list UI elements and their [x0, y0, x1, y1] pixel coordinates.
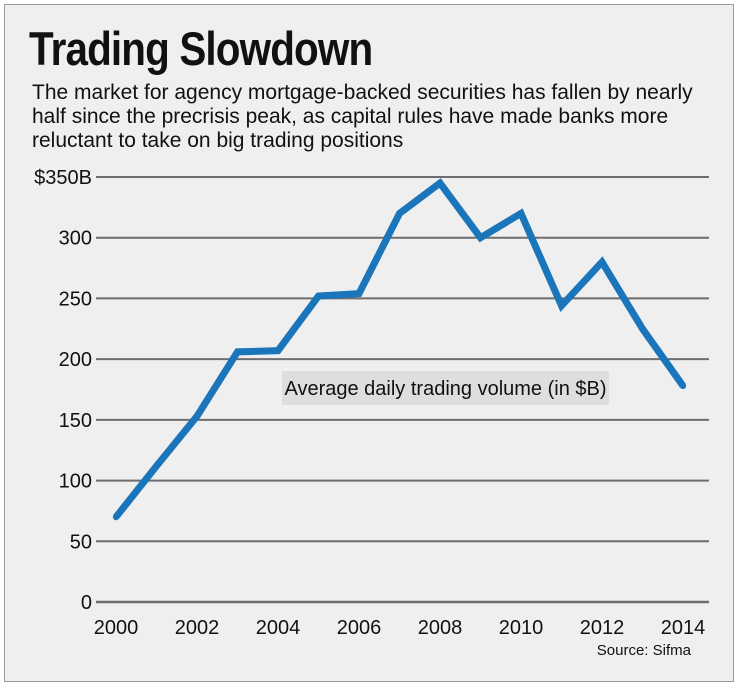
x-tick-label: 2000 [94, 617, 139, 639]
data-point-2002 [193, 413, 201, 420]
x-tick-label: 2010 [499, 617, 544, 639]
chart-title: Trading Slowdown [29, 22, 373, 75]
data-point-2007 [396, 210, 403, 217]
x-tick-label: 2004 [256, 617, 301, 639]
data-point-2000 [112, 513, 120, 521]
data-point-2001 [153, 462, 160, 470]
y-tick-label: $350B [34, 167, 92, 189]
y-tick-label: 200 [59, 349, 92, 371]
y-tick-label: 150 [59, 410, 92, 432]
y-axis-tick-labels: 0 50 100 150 200 250 300 $350B [34, 167, 92, 614]
data-point-2010 [517, 210, 525, 217]
data-point-2006 [355, 290, 363, 297]
x-tick-label: 2006 [337, 617, 382, 639]
data-point-2013 [639, 325, 646, 332]
chart-card: Trading Slowdown The market for agency m… [4, 4, 734, 682]
x-tick-label: 2002 [175, 617, 220, 639]
x-tick-label: 2014 [661, 617, 706, 639]
y-tick-label: 100 [59, 471, 92, 493]
data-point-2009 [477, 234, 484, 241]
y-tick-label: 50 [70, 531, 92, 553]
series-annotation: Average daily trading volume (in $B) [282, 371, 609, 405]
annotation-box [282, 371, 609, 405]
chart-subtitle: The market for agency mortgage-backed se… [32, 81, 693, 152]
data-point-2004 [274, 347, 282, 354]
y-tick-label: 0 [81, 592, 92, 614]
data-series [112, 178, 687, 521]
y-tick-label: 300 [59, 228, 92, 250]
series-line [113, 178, 686, 520]
data-point-2005 [315, 292, 322, 300]
data-point-2012 [598, 258, 606, 266]
x-tick-label: 2012 [580, 617, 625, 639]
data-point-2011 [558, 302, 565, 309]
data-point-2014 [679, 382, 687, 390]
line-chart: 0 50 100 150 200 250 300 $350B 2000 2002 2004 2006… [34, 167, 709, 639]
source-note: Source: Sifma [596, 642, 691, 659]
data-point-2008 [436, 179, 444, 187]
y-tick-label: 250 [59, 288, 92, 310]
x-tick-label: 2008 [418, 617, 463, 639]
x-axis-tick-labels: 2000 2002 2004 2006 2008 2010 2012 2014 [94, 617, 706, 639]
annotation-label: Average daily trading volume (in $B) [284, 378, 606, 400]
data-point-2003 [234, 348, 241, 356]
